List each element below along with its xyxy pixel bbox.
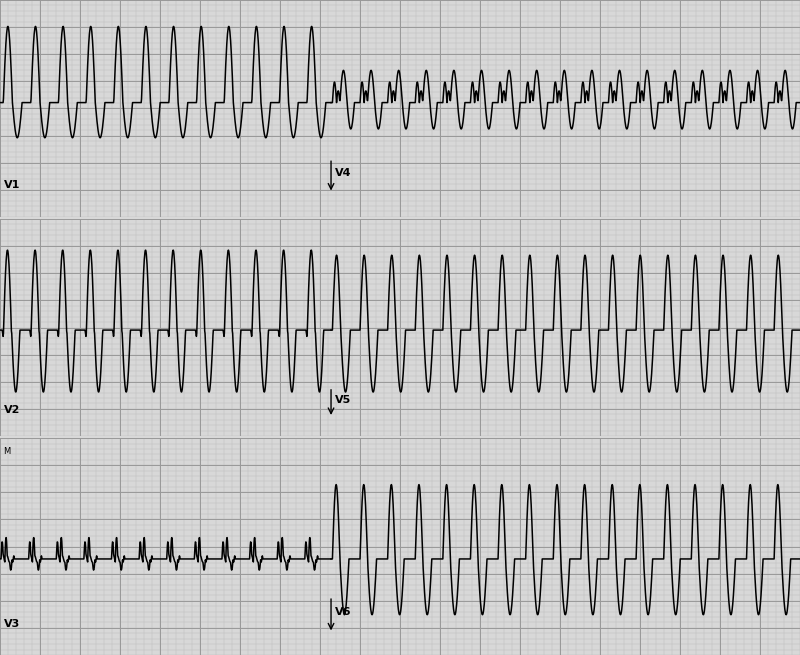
Text: V5: V5 — [335, 395, 351, 405]
Text: V4: V4 — [335, 168, 352, 178]
Text: V2: V2 — [4, 405, 21, 415]
Text: V3: V3 — [4, 619, 20, 629]
Text: V1: V1 — [4, 179, 21, 190]
Text: M: M — [2, 447, 10, 456]
Text: V6: V6 — [335, 607, 352, 616]
